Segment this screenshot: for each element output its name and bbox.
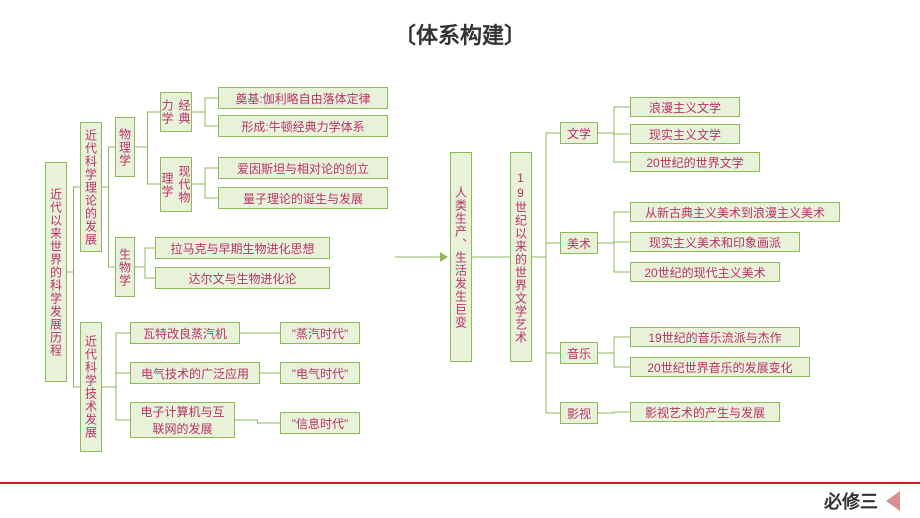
node-physics: 物理学 (115, 117, 135, 177)
node-tech: 近代科学技术发展 (80, 322, 102, 452)
node-classic: 经典力学 (160, 92, 192, 132)
node-lit: 文学 (560, 122, 598, 144)
diagram-container: 近代以来世界的科学发展历程近代科学理论的发展近代科学技术发展 物理学生物学 经典力学… (0, 62, 920, 482)
node-l2: 现实主义文学 (630, 124, 740, 144)
node-film: 影视 (560, 402, 598, 424)
node-theory: 近代科学理论的发展 (80, 122, 102, 252)
footer-bar: 必修三 (0, 482, 920, 518)
node-a3: 20世纪的现代主义美术 (630, 262, 780, 282)
node-c2: 形成:牛顿经典力学体系 (218, 115, 388, 137)
node-m1: 爱因斯坦与相对论的创立 (218, 157, 388, 179)
node-a2: 现实主义美术和印象画派 (630, 232, 800, 252)
node-modern: 现代物理学 (160, 157, 192, 212)
node-art_root: 19世纪以来的世界文学艺术 (510, 152, 532, 362)
node-mu1: 19世纪的音乐流派与杰作 (630, 327, 800, 347)
footer-arrow-icon (886, 491, 900, 511)
page-title: 〔体系构建〕 (0, 0, 920, 62)
node-t3: 电子计算机与互联网的发展 (130, 402, 235, 438)
node-b1: 拉马克与早期生物进化思想 (155, 237, 330, 259)
node-a1: 从新古典主义美术到浪漫主义美术 (630, 202, 840, 222)
node-music: 音乐 (560, 342, 598, 364)
node-m2: 量子理论的诞生与发展 (218, 187, 388, 209)
node-t2: 电气技术的广泛应用 (130, 362, 260, 384)
node-f1: 影视艺术的产生与发展 (630, 402, 780, 422)
node-l3: 20世纪的世界文学 (630, 152, 760, 172)
node-e3: "信息时代" (280, 412, 360, 434)
node-art: 美术 (560, 232, 598, 254)
node-l1: 浪漫主义文学 (630, 97, 740, 117)
node-root: 近代以来世界的科学发展历程 (45, 162, 67, 382)
node-e1: "蒸汽时代" (280, 322, 360, 344)
node-mu2: 20世纪世界音乐的发展变化 (630, 357, 810, 377)
node-c1: 奠基:伽利略自由落体定律 (218, 87, 388, 109)
node-biology: 生物学 (115, 237, 135, 297)
node-change: 人类生产、生活发生巨变 (450, 152, 472, 362)
node-b2: 达尔文与生物进化论 (155, 267, 330, 289)
node-t1: 瓦特改良蒸汽机 (130, 322, 240, 344)
node-e2: "电气时代" (280, 362, 360, 384)
footer-label: 必修三 (824, 488, 878, 514)
